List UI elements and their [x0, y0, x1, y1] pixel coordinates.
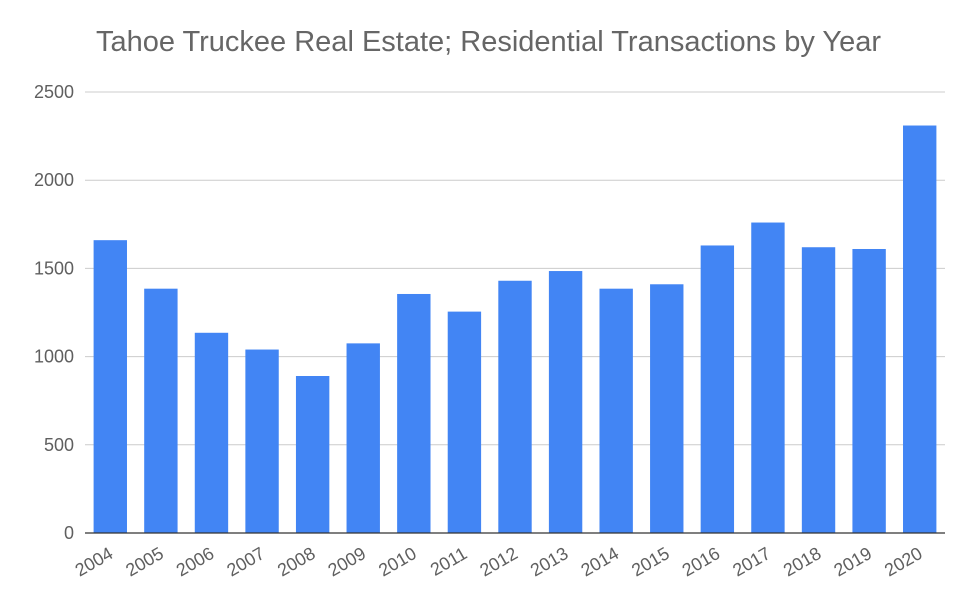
x-tick-label: 2020 [881, 543, 926, 580]
x-tick-label: 2005 [122, 543, 167, 580]
x-tick-label: 2015 [628, 543, 673, 580]
y-tick-label: 1000 [34, 347, 74, 367]
bar-2009 [346, 343, 380, 533]
bar-2008 [295, 376, 330, 533]
bar-2017 [751, 222, 785, 533]
y-tick-label: 2500 [34, 82, 74, 102]
bar-2011 [447, 311, 482, 533]
x-tick-label: 2019 [830, 543, 875, 580]
bar-2016 [700, 245, 735, 533]
x-tick-label: 2018 [780, 543, 825, 580]
x-tick-label: 2017 [729, 543, 774, 580]
x-tick-label: 2004 [72, 543, 117, 580]
x-tick-label: 2011 [427, 543, 471, 580]
x-tick-label: 2007 [223, 543, 268, 580]
bar-2010 [397, 293, 431, 533]
x-tick-label: 2016 [679, 543, 724, 580]
bar-2013 [548, 271, 583, 533]
x-tick-label: 2010 [375, 543, 420, 580]
chart-title: Tahoe Truckee Real Estate; Residential T… [95, 26, 882, 58]
bar-2020 [903, 125, 937, 534]
bar-2006 [194, 332, 229, 533]
x-tick-label: 2006 [173, 543, 218, 580]
bar-2019 [852, 248, 886, 533]
bar-2012 [498, 280, 532, 533]
bar-2018 [801, 247, 836, 533]
y-tick-label: 0 [64, 523, 74, 543]
bar-2014 [599, 288, 633, 533]
x-tick-label: 2009 [325, 543, 370, 580]
x-tick-label: 2013 [527, 543, 572, 580]
x-tick-label: 2012 [476, 543, 521, 580]
y-tick-label: 1500 [34, 258, 74, 278]
bar-2004 [93, 240, 127, 533]
bar-2015 [650, 284, 684, 533]
bars [93, 125, 937, 534]
x-tick-label: 2008 [274, 543, 319, 580]
y-tick-label: 500 [44, 435, 74, 455]
y-tick-label: 2000 [34, 170, 74, 190]
bar-2007 [245, 349, 279, 533]
x-tick-label: 2014 [577, 543, 622, 580]
bar-2005 [144, 288, 178, 533]
